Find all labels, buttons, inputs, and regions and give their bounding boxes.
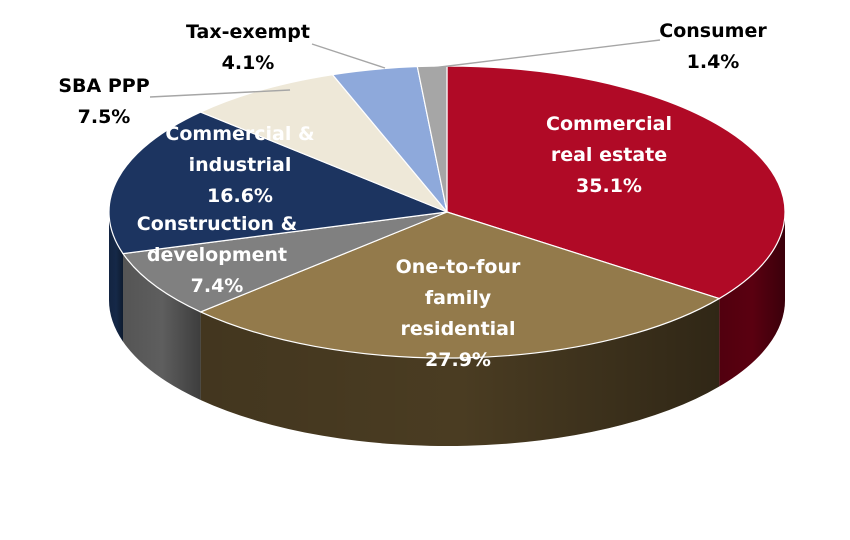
leader-lines <box>149 39 661 98</box>
data-label-value-one-to-four-family-residential: 27.9% <box>425 349 491 371</box>
data-labels: Commercial real estate 35.1% One-to-four fam… <box>58 20 767 371</box>
slice-one-to-four-family-residential <box>199 211 721 359</box>
slice-commercial-industrial <box>108 111 450 255</box>
data-label-value-commercial-industrial: 16.6% <box>207 185 273 207</box>
side-commercial-real-estate-shade <box>719 212 785 387</box>
data-label-tax-exempt-line-1: Tax-exempt <box>186 21 310 43</box>
leader-line-sba-ppp <box>149 89 291 98</box>
data-label-value-tax-exempt: 4.1% <box>222 52 275 74</box>
data-label-sba-ppp-line-1: SBA PPP <box>58 75 149 97</box>
data-label-one-to-four-family-residential-line-2: family <box>425 287 492 309</box>
data-label-value-construction-development: 7.4% <box>191 275 244 297</box>
slice-construction-development <box>121 211 448 313</box>
side-commercial-industrial-shade <box>109 212 124 342</box>
data-label-one-to-four-family-residential-line-1: One-to-four <box>396 256 521 278</box>
data-label-one-to-four-family-residential-line-3: residential <box>400 318 515 340</box>
data-label-construction-development-line-2: development <box>147 244 287 266</box>
data-label-commercial-industrial-line-1: Commercial & <box>165 123 314 145</box>
side-one-to-four-family-residential-shade <box>200 298 720 446</box>
data-label-commercial-real-estate-line-1: Commercial <box>546 113 672 135</box>
pie-sides <box>109 212 785 446</box>
data-label-construction-development-line-1: Construction & <box>137 213 297 235</box>
data-label-value-sba-ppp: 7.5% <box>78 106 131 128</box>
data-label-value-consumer: 1.4% <box>687 51 740 73</box>
leader-line-consumer <box>431 39 661 69</box>
data-label-consumer-line-1: Consumer <box>659 20 767 42</box>
slice-sba-ppp <box>199 73 448 213</box>
leader-line-tax-exempt <box>311 43 386 69</box>
data-label-commercial-industrial-line-2: industrial <box>189 154 292 176</box>
pie-slices <box>108 65 786 359</box>
data-label-value-commercial-real-estate: 35.1% <box>576 175 642 197</box>
data-label-commercial-real-estate-line-2: real estate <box>551 144 667 166</box>
slice-commercial-real-estate <box>446 65 786 300</box>
side-construction-development-shade <box>123 253 201 400</box>
